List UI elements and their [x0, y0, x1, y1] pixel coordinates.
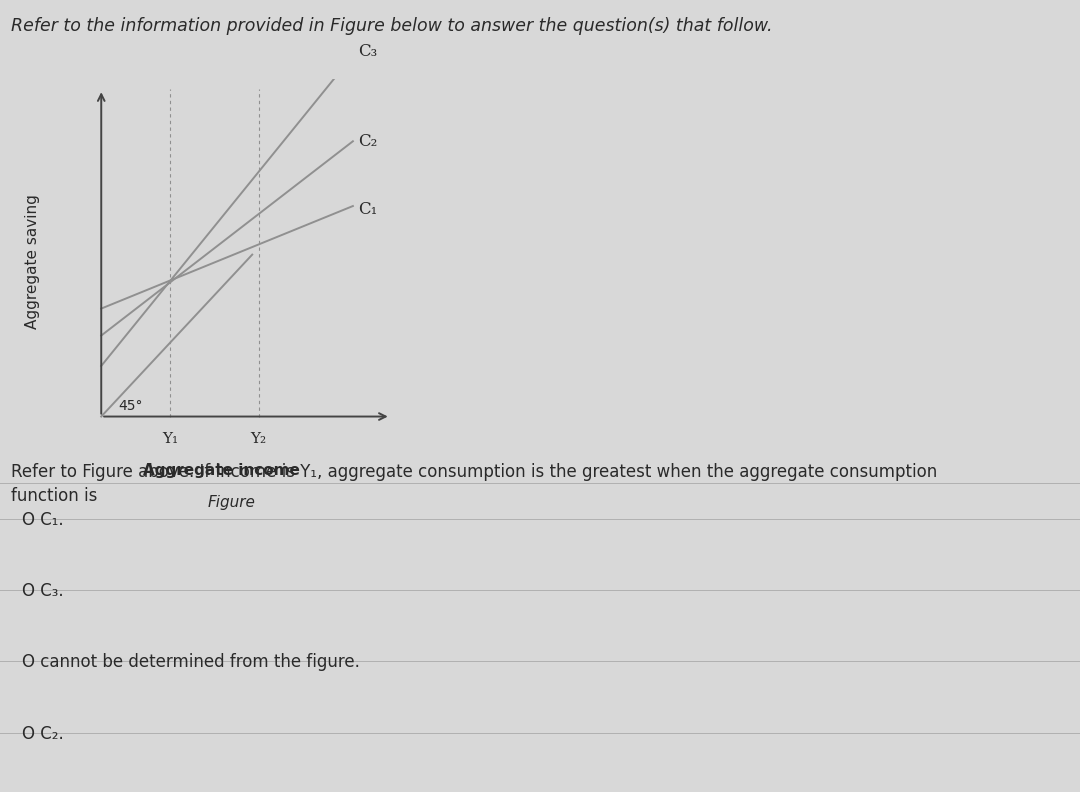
Text: function is: function is [11, 487, 97, 505]
Text: O C₁.: O C₁. [22, 511, 64, 529]
Text: Y₁: Y₁ [162, 432, 178, 446]
Text: Aggregate saving: Aggregate saving [25, 194, 40, 329]
Text: Refer to the information provided in Figure below to answer the question(s) that: Refer to the information provided in Fig… [11, 17, 772, 36]
Text: O cannot be determined from the figure.: O cannot be determined from the figure. [22, 653, 360, 672]
Text: O C₃.: O C₃. [22, 582, 64, 600]
Text: O C₂.: O C₂. [22, 725, 64, 743]
Text: 45°: 45° [119, 399, 143, 413]
Text: C₂: C₂ [359, 133, 378, 150]
Text: Y₂: Y₂ [251, 432, 267, 446]
Text: Refer to Figure above. If income is Y₁, aggregate consumption is the greatest wh: Refer to Figure above. If income is Y₁, … [11, 463, 937, 482]
Text: Figure: Figure [208, 495, 256, 510]
Text: Aggregate income: Aggregate income [143, 463, 299, 478]
Text: C₁: C₁ [359, 201, 378, 219]
Text: C₃: C₃ [359, 43, 378, 60]
